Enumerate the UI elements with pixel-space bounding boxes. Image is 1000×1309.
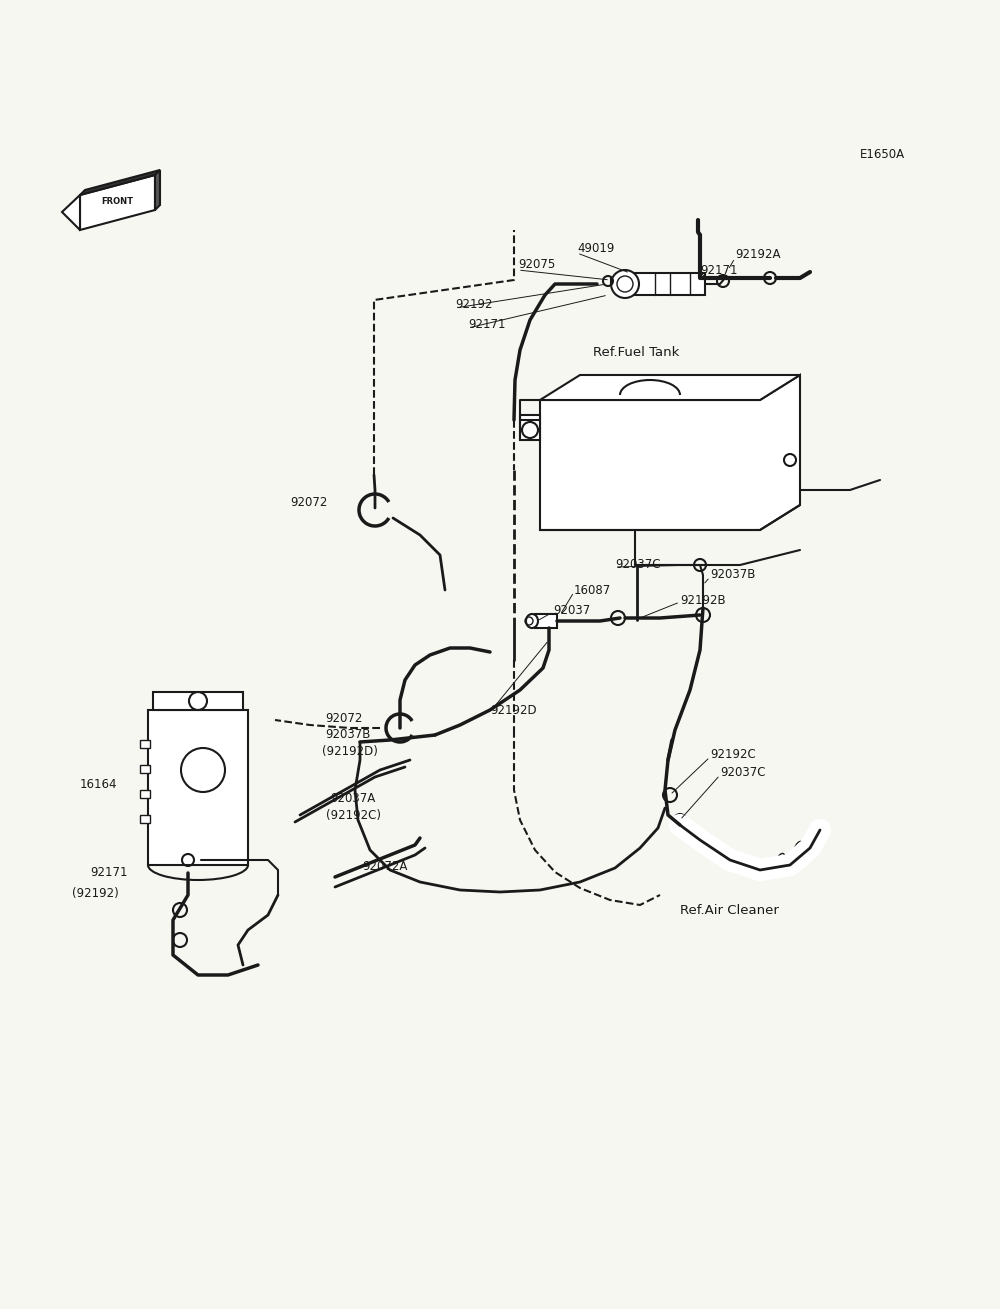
- Text: 16164: 16164: [80, 779, 118, 792]
- Text: 92192A: 92192A: [735, 249, 780, 262]
- Bar: [153, 692, 243, 709]
- Text: 92192B: 92192B: [680, 593, 726, 606]
- Text: 92192C: 92192C: [710, 749, 756, 762]
- Text: (92192C): (92192C): [326, 809, 381, 822]
- Text: FRONT: FRONT: [101, 198, 133, 207]
- Bar: [140, 791, 150, 798]
- Polygon shape: [80, 170, 160, 195]
- Text: 92037A: 92037A: [330, 792, 375, 805]
- Polygon shape: [540, 374, 800, 401]
- Text: 92072A: 92072A: [362, 860, 407, 873]
- Bar: [140, 816, 150, 823]
- Polygon shape: [62, 195, 80, 230]
- Text: 92072: 92072: [290, 496, 327, 509]
- Text: 92171: 92171: [700, 263, 738, 276]
- Bar: [140, 740, 150, 747]
- Text: 92192: 92192: [455, 298, 492, 312]
- Text: 16087: 16087: [574, 584, 611, 597]
- Polygon shape: [80, 175, 155, 230]
- Text: 92075: 92075: [518, 258, 555, 271]
- Text: 92037B: 92037B: [710, 568, 755, 581]
- Polygon shape: [148, 709, 248, 865]
- Text: Ref.Fuel Tank: Ref.Fuel Tank: [593, 347, 679, 360]
- Text: 92171: 92171: [468, 318, 506, 331]
- Text: 49019: 49019: [577, 241, 614, 254]
- Bar: [535, 614, 557, 628]
- Text: (92192): (92192): [72, 886, 119, 899]
- Polygon shape: [540, 374, 800, 530]
- Text: 92037C: 92037C: [720, 767, 766, 779]
- Bar: [520, 415, 540, 440]
- Ellipse shape: [611, 270, 639, 298]
- Bar: [140, 764, 150, 774]
- Text: Ref.Air Cleaner: Ref.Air Cleaner: [680, 903, 779, 916]
- Text: 92192D: 92192D: [490, 703, 537, 716]
- Text: 92037B: 92037B: [325, 729, 370, 741]
- Ellipse shape: [526, 614, 538, 628]
- Text: 92072: 92072: [325, 712, 362, 724]
- Text: 92037: 92037: [553, 603, 590, 617]
- Text: (92192D): (92192D): [322, 746, 378, 758]
- Bar: [630, 274, 705, 295]
- Text: 92037C: 92037C: [615, 558, 660, 571]
- Text: 92171: 92171: [90, 867, 128, 880]
- Text: E1650A: E1650A: [860, 148, 905, 161]
- Polygon shape: [155, 170, 160, 209]
